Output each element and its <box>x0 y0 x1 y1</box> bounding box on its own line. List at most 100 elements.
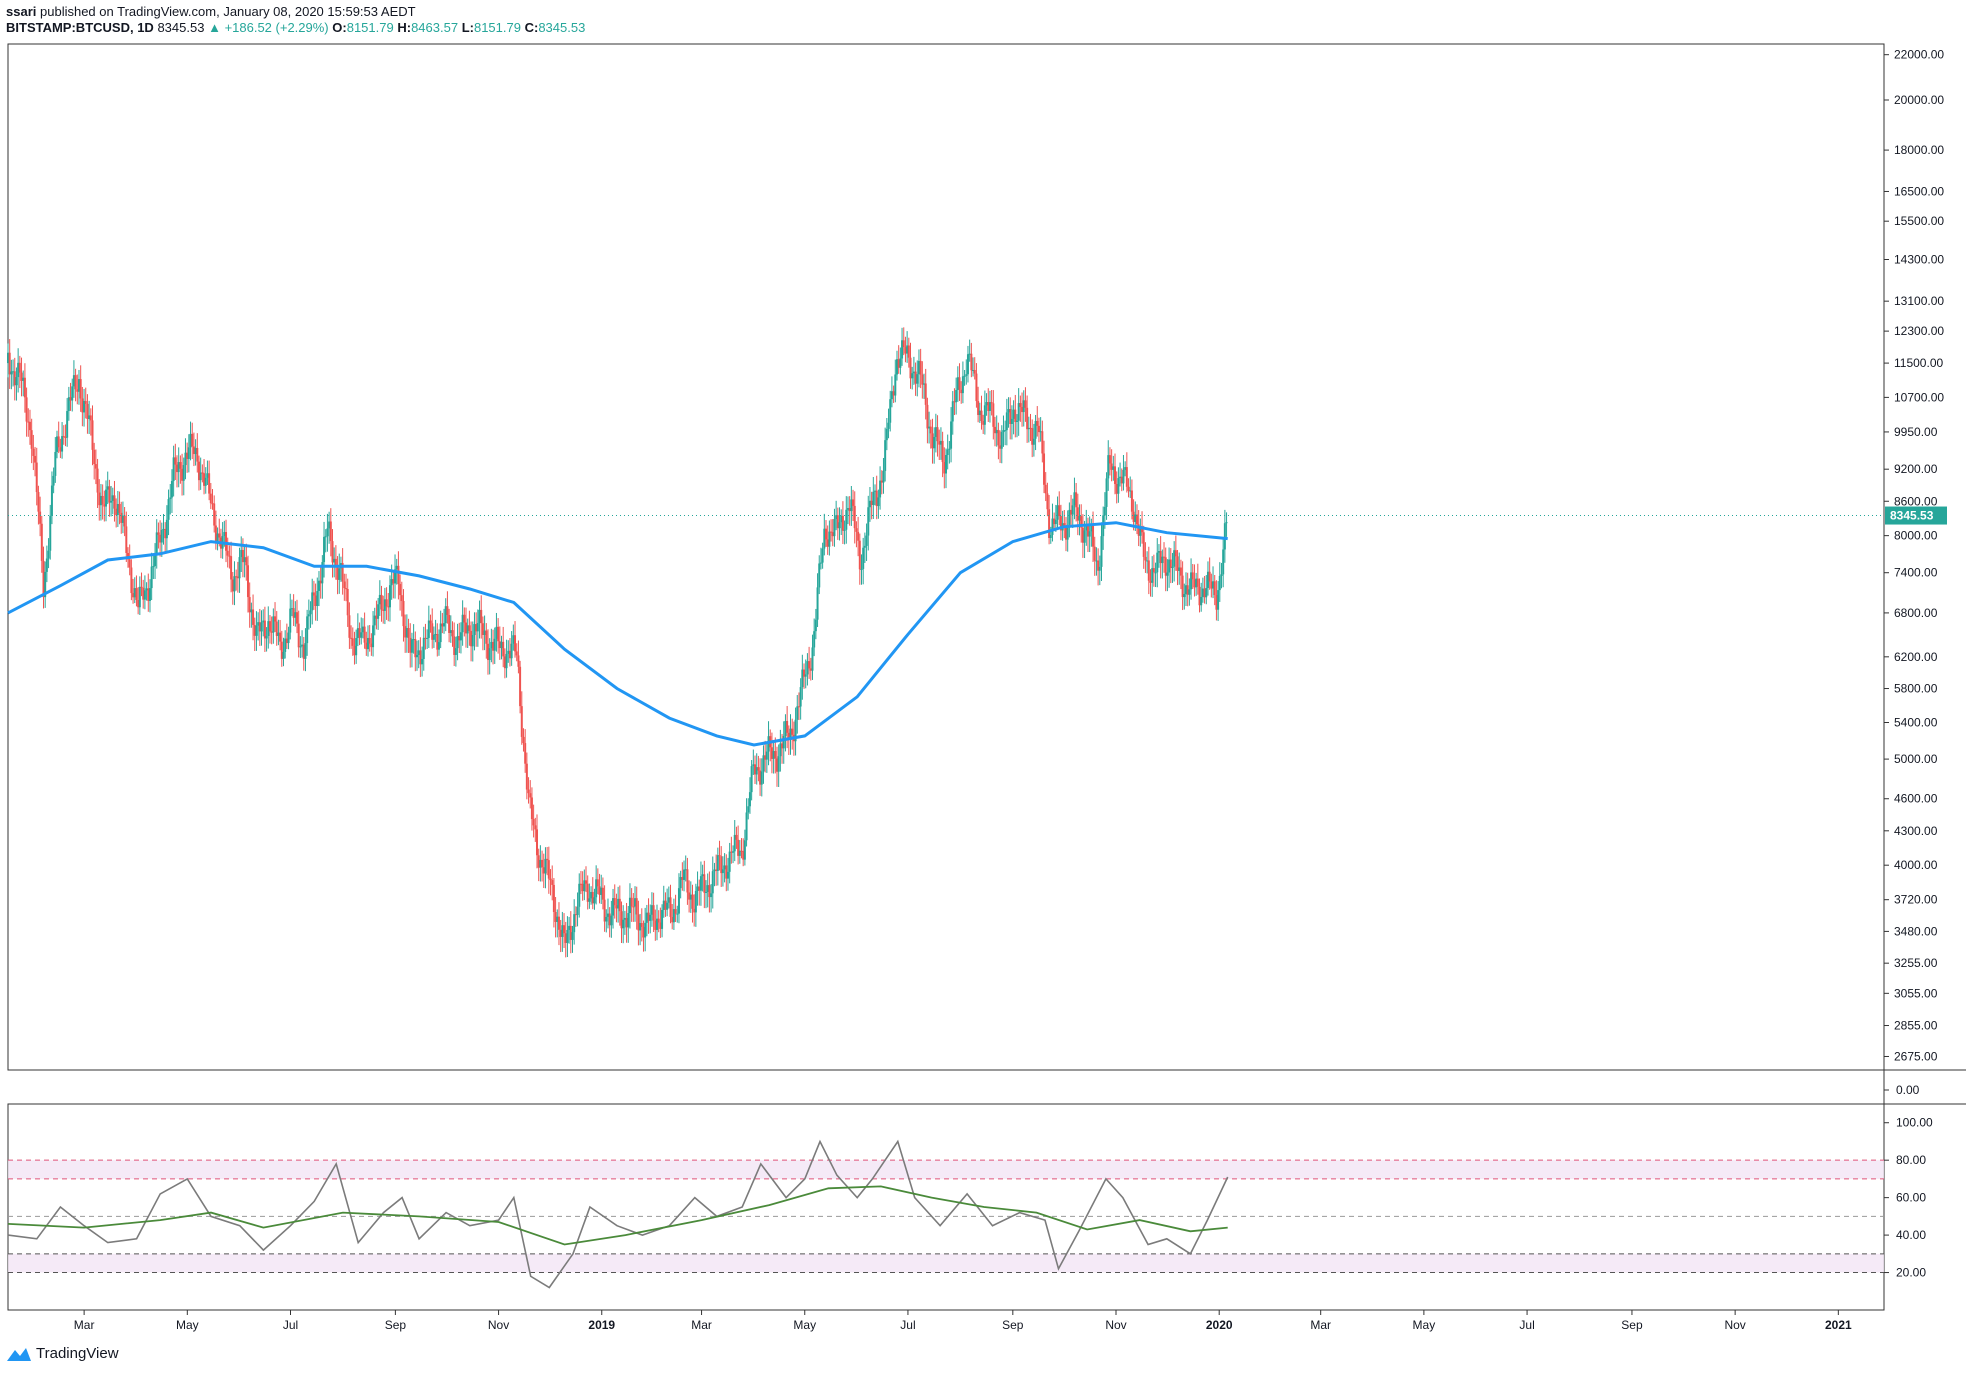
candle-body <box>1125 467 1128 487</box>
candle-body <box>578 883 581 907</box>
candle-body <box>517 655 520 667</box>
candle-body <box>1107 455 1110 479</box>
candle-body <box>1071 505 1074 515</box>
candle-body <box>468 625 471 631</box>
candle-body <box>902 340 905 348</box>
candle-body <box>334 558 337 566</box>
candle-body <box>956 377 959 391</box>
candle-body <box>689 894 692 900</box>
candle-body <box>395 565 398 570</box>
candle-body <box>622 919 625 929</box>
candle-body <box>439 623 442 643</box>
open-label: O: <box>332 20 347 35</box>
candle-body <box>164 528 167 539</box>
candle-body <box>754 764 757 775</box>
candle-body <box>1049 534 1052 538</box>
candle-body <box>105 489 108 507</box>
candle-body <box>228 555 231 557</box>
candle-body <box>319 580 322 584</box>
candle-body <box>579 883 582 885</box>
candle-body <box>453 636 456 655</box>
candle-body <box>1075 492 1078 508</box>
candle-body <box>1201 588 1204 597</box>
tradingview-logo[interactable]: TradingView <box>6 1345 119 1362</box>
candle-body <box>1014 409 1017 422</box>
candle-body <box>605 916 608 922</box>
candle-body <box>711 871 714 894</box>
candle-body <box>101 495 104 505</box>
candle-body <box>588 898 591 902</box>
candle-body <box>975 373 978 402</box>
candle-body <box>946 449 949 456</box>
candle-body <box>192 446 195 455</box>
candle-body <box>507 650 510 654</box>
candle-body <box>938 441 941 445</box>
candle-body <box>206 473 209 478</box>
candle-body <box>804 674 807 677</box>
candle-body <box>1176 556 1179 571</box>
candle-body <box>539 859 542 868</box>
candle-body <box>32 448 35 456</box>
candle-body <box>733 834 736 852</box>
candle-body <box>601 887 604 900</box>
candle-body <box>201 472 204 474</box>
price-tick-label: 16500.00 <box>1894 184 1944 198</box>
candle-body <box>568 925 571 930</box>
candle-body <box>1120 476 1123 484</box>
author-name[interactable]: ssari <box>6 4 37 19</box>
candle-body <box>99 495 102 506</box>
candle-body <box>840 515 843 523</box>
candle-body <box>301 644 304 647</box>
candle-body <box>258 622 261 632</box>
candle-body <box>858 540 861 570</box>
price-tick-label: 15500.00 <box>1894 214 1944 228</box>
candle-body <box>351 638 354 646</box>
close-value: 8345.53 <box>538 20 586 35</box>
candle-body <box>284 638 287 652</box>
candle-body <box>414 639 417 658</box>
candle-body <box>1173 550 1176 567</box>
candle-body <box>992 403 995 427</box>
time-tick-label: 2020 <box>1206 1318 1233 1332</box>
candle-body <box>1105 478 1108 507</box>
candle-body <box>972 370 975 372</box>
candle-body <box>941 440 944 463</box>
price-tick-label: 18000.00 <box>1894 143 1944 157</box>
candle-body <box>831 532 834 537</box>
candle-body <box>884 440 887 471</box>
candle-body <box>929 426 932 434</box>
candle-body <box>500 641 503 649</box>
candle-body <box>18 362 21 373</box>
low-label: L: <box>461 20 474 35</box>
time-tick-label: Nov <box>1724 1318 1745 1332</box>
price-tick-label: 5800.00 <box>1894 682 1938 696</box>
symbol-label[interactable]: BITSTAMP:BTCUSD, 1D <box>6 20 154 35</box>
candle-body <box>240 549 243 558</box>
candle-body <box>1215 594 1218 610</box>
candle-body <box>874 490 877 492</box>
price-tick-label: 20000.00 <box>1894 93 1944 107</box>
candle-body <box>569 925 572 940</box>
candle-body <box>385 599 388 607</box>
candle-body <box>537 855 540 868</box>
candle-body <box>564 933 567 943</box>
candle-body <box>551 880 554 885</box>
candle-body <box>1122 469 1125 484</box>
candle-body <box>486 643 489 661</box>
candle-body <box>324 536 327 538</box>
candle-body <box>459 632 462 641</box>
candle-body <box>1198 586 1201 606</box>
candle-body <box>1022 400 1025 413</box>
candle-body <box>786 720 789 733</box>
candle-body <box>519 666 522 707</box>
price-tick-label: 11500.00 <box>1894 356 1943 370</box>
time-tick-label: Nov <box>1105 1318 1126 1332</box>
candle-body <box>176 464 179 473</box>
rsi-tick-label: 60.00 <box>1896 1191 1926 1205</box>
candle-body <box>186 452 189 459</box>
candle-body <box>885 428 888 441</box>
candle-body <box>747 806 750 813</box>
candle-body <box>590 891 593 899</box>
candle-body <box>1134 514 1137 522</box>
